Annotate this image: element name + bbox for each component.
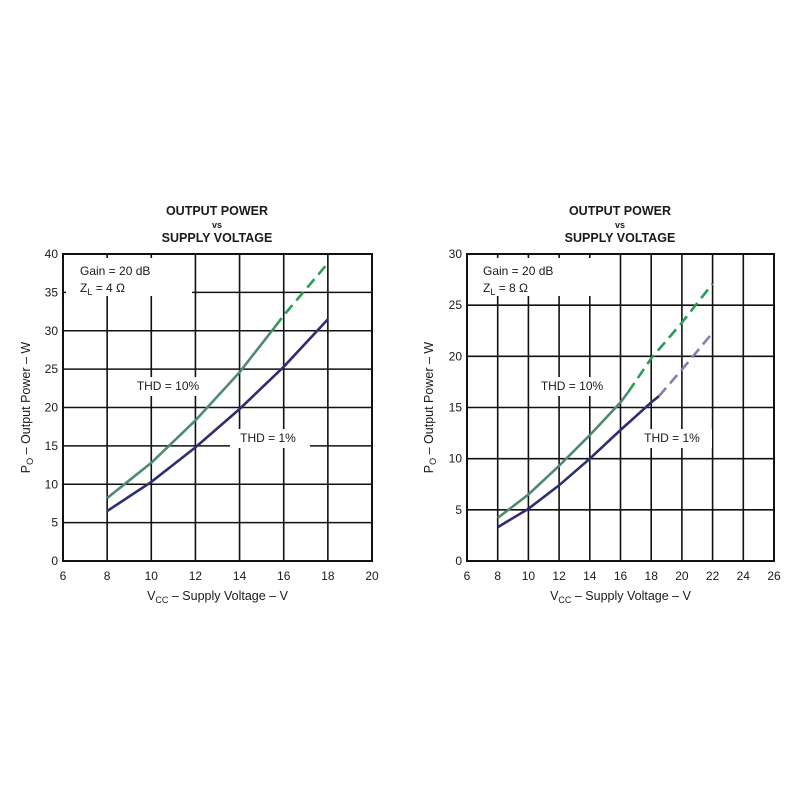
x-tick-label: 16 xyxy=(614,569,628,583)
series-annotation: THD = 1% xyxy=(240,431,296,445)
x-axis-label-sub: CC xyxy=(155,595,168,605)
x-tick-label: 14 xyxy=(233,569,247,583)
y-axis-label-main: P xyxy=(422,465,436,473)
y-axis-label: PO – Output Power – W xyxy=(422,342,438,474)
y-tick-label: 25 xyxy=(45,362,59,376)
x-tick-label: 6 xyxy=(60,569,67,583)
y-tick-label: 10 xyxy=(45,477,59,491)
y-tick-label: 35 xyxy=(45,285,59,299)
y-tick-label: 0 xyxy=(51,554,58,568)
y-axis-label-rest: – Output Power – W xyxy=(19,342,33,458)
y-tick-labels: 0 5 10 15 20 25 30 35 40 xyxy=(45,247,59,568)
y-tick-label: 0 xyxy=(455,554,462,568)
x-axis-label-rest: – Supply Voltage – V xyxy=(571,589,691,603)
x-tick-label: 12 xyxy=(552,569,566,583)
series-annotation: THD = 10% xyxy=(541,379,604,393)
x-tick-label: 18 xyxy=(645,569,659,583)
y-axis-label: PO – Output Power – W xyxy=(19,342,35,474)
series-annotation: THD = 10% xyxy=(137,379,200,393)
title-line: SUPPLY VOLTAGE xyxy=(162,231,273,245)
y-tick-label: 20 xyxy=(45,401,59,415)
condition-load: ZL = 4 Ω xyxy=(80,281,125,297)
title-line: OUTPUT POWER xyxy=(569,204,671,218)
title-line: SUPPLY VOLTAGE xyxy=(565,231,676,245)
y-tick-label: 10 xyxy=(449,452,463,466)
condition-gain: Gain = 20 dB xyxy=(483,264,553,278)
x-tick-label: 10 xyxy=(522,569,536,583)
y-tick-label: 15 xyxy=(449,401,463,415)
y-axis-label-main: P xyxy=(19,465,33,473)
x-tick-labels: 6 8 10 12 14 16 18 20 22 24 26 xyxy=(464,569,781,583)
x-tick-label: 22 xyxy=(706,569,720,583)
condition-load-main: Z xyxy=(80,281,87,295)
condition-load-rest: = 4 Ω xyxy=(92,281,125,295)
y-tick-label: 40 xyxy=(45,247,59,261)
y-tick-label: 5 xyxy=(51,516,58,530)
title-vs: vs xyxy=(615,220,625,230)
y-tick-label: 5 xyxy=(455,503,462,517)
x-tick-label: 8 xyxy=(104,569,111,583)
y-axis-label-sub: O xyxy=(25,458,35,465)
x-tick-label: 20 xyxy=(365,569,379,583)
y-tick-label: 20 xyxy=(449,349,463,363)
x-axis-label-rest: – Supply Voltage – V xyxy=(168,589,288,603)
condition-load-rest: = 8 Ω xyxy=(495,281,528,295)
x-tick-label: 24 xyxy=(737,569,751,583)
x-tick-label: 8 xyxy=(494,569,501,583)
series-annotation: THD = 1% xyxy=(644,431,700,445)
x-tick-label: 18 xyxy=(321,569,335,583)
x-axis-label: VCC – Supply Voltage – V xyxy=(550,589,692,605)
y-tick-label: 15 xyxy=(45,439,59,453)
title-line: OUTPUT POWER xyxy=(166,204,268,218)
condition-load: ZL = 8 Ω xyxy=(483,281,528,297)
x-tick-label: 6 xyxy=(464,569,471,583)
x-tick-label: 14 xyxy=(583,569,597,583)
y-axis-label-sub: O xyxy=(428,458,438,465)
x-axis-label-sub: CC xyxy=(558,595,571,605)
y-tick-label: 30 xyxy=(45,324,59,338)
x-tick-label: 20 xyxy=(675,569,689,583)
x-tick-label: 12 xyxy=(189,569,203,583)
y-axis-label-rest: – Output Power – W xyxy=(422,342,436,458)
title-vs: vs xyxy=(212,220,222,230)
x-tick-label: 16 xyxy=(277,569,291,583)
x-tick-label: 10 xyxy=(145,569,159,583)
x-axis-label: VCC – Supply Voltage – V xyxy=(147,589,289,605)
y-tick-label: 30 xyxy=(449,247,463,261)
condition-gain: Gain = 20 dB xyxy=(80,264,150,278)
y-tick-labels: 0 5 10 15 20 25 30 xyxy=(449,247,463,568)
x-tick-label: 26 xyxy=(767,569,781,583)
y-tick-label: 25 xyxy=(449,298,463,312)
x-tick-labels: 6 8 10 12 14 16 18 20 xyxy=(60,569,379,583)
condition-load-main: Z xyxy=(483,281,490,295)
